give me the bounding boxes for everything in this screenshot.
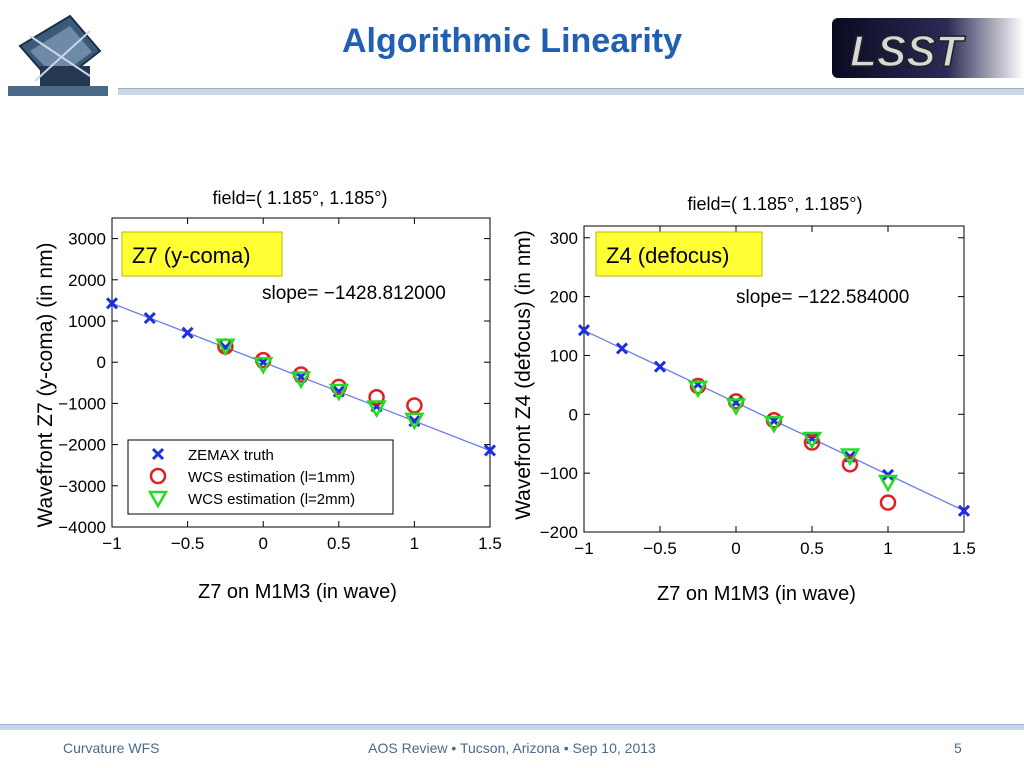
chart-2-y-tick-label: −200 — [540, 523, 578, 542]
chart-2-y-tick-label: 200 — [550, 288, 578, 307]
page-number: 5 — [954, 740, 962, 756]
chart-1-legend-entry: WCS estimation (l=2mm) — [188, 491, 355, 508]
chart-2-series-3-point — [839, 448, 861, 467]
chart-2-series-3-point — [763, 415, 785, 434]
chart-1-y-tick-label: 3000 — [68, 230, 106, 249]
chart-1-y-tick-label: 2000 — [68, 271, 106, 290]
chart-2-badge-box — [595, 231, 763, 277]
chart-1-y-tick-label: −3000 — [58, 477, 106, 496]
chart-2-series-2-point — [841, 456, 859, 473]
chart-1-series-2-point — [368, 388, 385, 406]
chart-2-y-tick-label: 300 — [550, 229, 578, 248]
chart-2-series-3-point — [877, 474, 899, 493]
chart-2-x-tick-label: 1 — [883, 539, 892, 558]
header-divider — [118, 88, 1024, 95]
chart-1-series-1-point — [219, 341, 232, 354]
chart-1-legend-entry: WCS estimation (l=1mm) — [188, 469, 355, 486]
chart-1-series-1-point — [143, 311, 156, 325]
chart-2-series-2-point — [803, 434, 821, 451]
chart-1-y-tick-label: −1000 — [58, 394, 106, 413]
chart-1-legend-marker — [151, 447, 165, 461]
chart-1-slope-label: slope= −1428.812000 — [262, 283, 446, 304]
caption-left: Z7 on M1M3 (in wave) — [198, 581, 397, 603]
chart-1-y-axis-label: Wavefront Z7 (y-coma) (in nm) — [34, 242, 57, 527]
chart-2-title: field=( 1.185°, 1.185°) — [687, 194, 862, 214]
chart-1-badge-label: Z7 (y-coma) — [132, 243, 251, 268]
chart-2-series-3-point — [687, 380, 709, 399]
chart-2-series-1-point — [653, 360, 667, 373]
footer-center-text: AOS Review • Tucson, Arizona • Sep 10, 2… — [368, 740, 656, 756]
chart-2-series-1-point — [577, 324, 591, 337]
chart-2-series-1-point — [957, 504, 971, 517]
footer-divider — [0, 724, 1024, 730]
chart-1-x-tick-label: 0.5 — [327, 534, 351, 553]
footer-left-text: Curvature WFS — [63, 740, 160, 756]
chart-2-badge-label: Z4 (defocus) — [606, 243, 730, 268]
chart-1-badge-box — [121, 231, 283, 277]
telescope-logo-icon — [0, 6, 118, 102]
chart-1-y-tick-label: 1000 — [68, 312, 106, 331]
chart-2-y-tick-label: −100 — [540, 464, 578, 483]
chart-2-x-tick-label: 0 — [731, 539, 740, 558]
lsst-logo: LSST — [832, 18, 1024, 78]
chart-1-y-tick-label: −4000 — [58, 518, 106, 537]
chart-2-x-tick-label: 1.5 — [952, 539, 976, 558]
chart-1-series-2-point — [406, 397, 423, 414]
chart-2-y-axis-label: Wavefront Z4 (defocus) (in nm) — [512, 230, 535, 520]
chart-1-series-3-point — [366, 400, 387, 419]
chart-1-y-tick-label: 0 — [97, 353, 106, 372]
page-title: Algorithmic Linearity — [341, 22, 683, 60]
chart-1-y-tick-label: −2000 — [58, 436, 106, 455]
chart-1-x-tick-label: 1 — [410, 534, 419, 553]
lsst-logo-text: LSST — [850, 27, 966, 76]
chart-1-series-3-point — [215, 338, 236, 357]
chart-1-series-3-point — [253, 357, 274, 375]
chart-2-x-tick-label: 0.5 — [800, 539, 824, 558]
chart-1-series-3-point — [328, 383, 349, 402]
chart-2-series-1-point — [615, 342, 629, 355]
caption-right: Z7 on M1M3 (in wave) — [657, 583, 856, 605]
chart-2-x-tick-label: −1 — [574, 539, 593, 558]
chart-1-series-1-point — [105, 297, 119, 310]
chart-1-legend-marker — [149, 467, 167, 485]
chart-1-series-3-point — [404, 412, 425, 431]
chart-1-title: field=( 1.185°, 1.185°) — [212, 188, 387, 208]
chart-2-slope-label: slope= −122.584000 — [736, 287, 909, 308]
chart-2-y-tick-label: 100 — [550, 346, 578, 365]
chart-1-series-1-point — [483, 444, 497, 457]
chart-1-x-tick-label: −0.5 — [171, 534, 205, 553]
chart-2-series-3-point — [725, 398, 747, 417]
chart-1-x-tick-label: −1 — [102, 534, 121, 553]
chart-1-x-tick-label: 0 — [258, 534, 267, 553]
chart-2-x-tick-label: −0.5 — [643, 539, 677, 558]
chart-1-legend-marker — [147, 490, 169, 509]
chart-2-y-tick-label: 0 — [569, 405, 578, 424]
chart-2-series-3-point — [801, 431, 823, 450]
chart-1-legend-entry: ZEMAX truth — [188, 447, 274, 464]
chart-1-legend-box — [127, 439, 394, 515]
chart-1-x-tick-label: 1.5 — [478, 534, 502, 553]
chart-2-series-2-point — [879, 494, 897, 511]
chart-1-series-1-point — [181, 326, 194, 339]
chart-1-series-3-point — [290, 371, 312, 390]
